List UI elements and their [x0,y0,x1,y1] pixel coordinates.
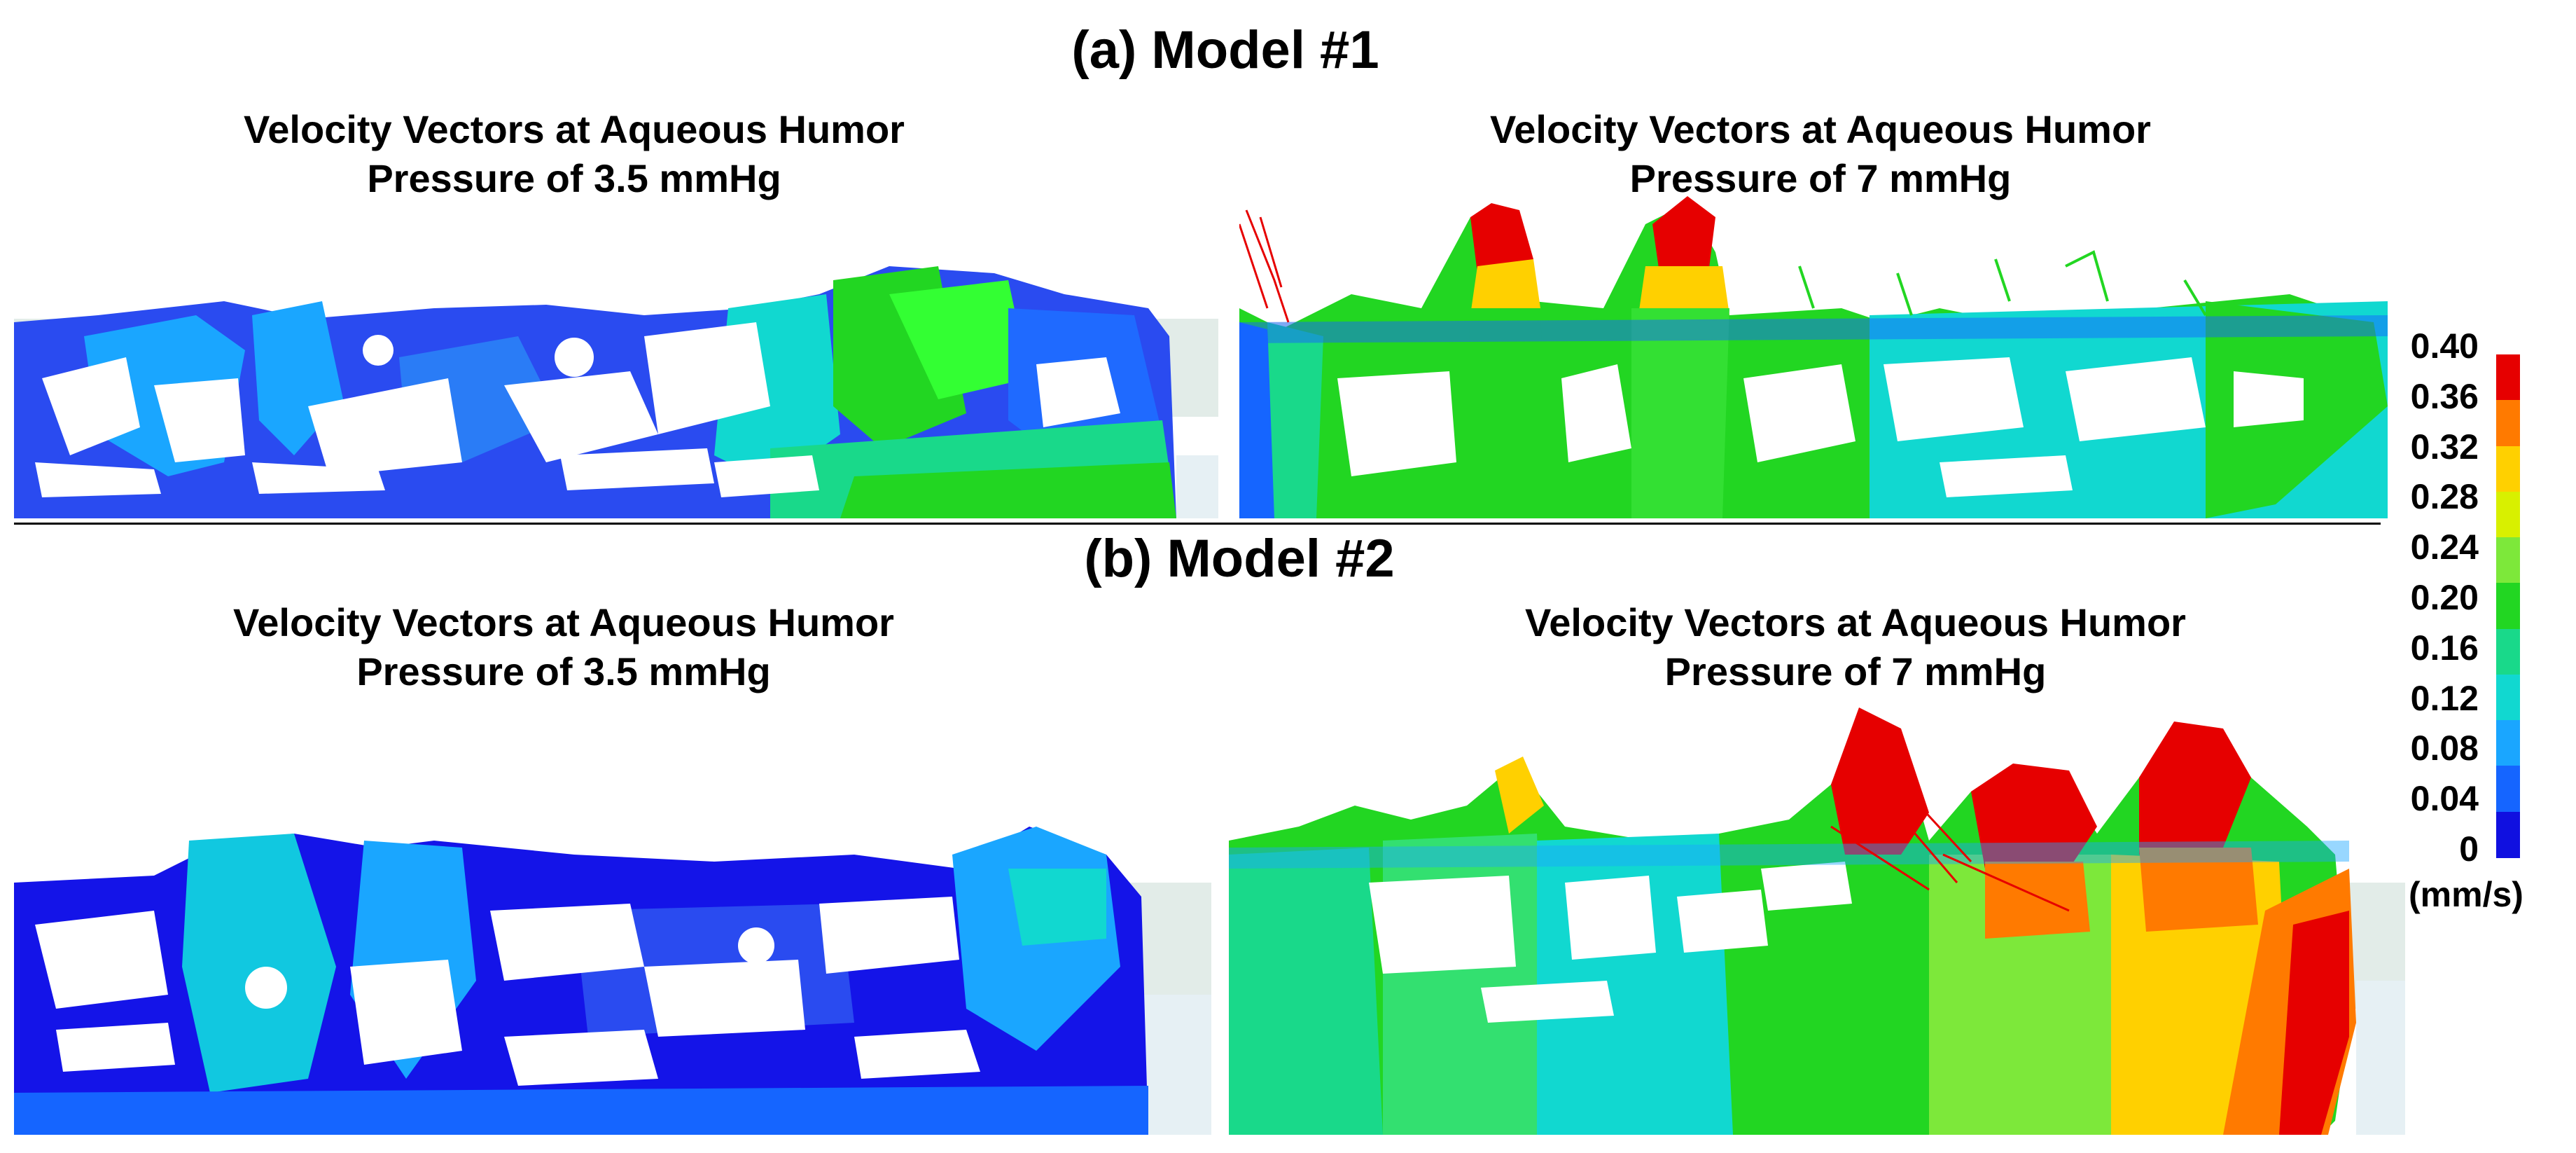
colorbar-segment [2496,720,2520,767]
section-divider [14,523,2381,525]
colorbar-tick-label: 0.12 [2410,678,2479,718]
colorbar-tick-label: 0.16 [2410,628,2479,668]
panel-title-model2-3-5: Velocity Vectors at Aqueous Humor Pressu… [233,598,894,696]
colorbar-segment [2496,400,2520,447]
colorbar-tick-label: 0.24 [2410,527,2479,567]
colorbar-tick-label: 0.04 [2410,779,2479,819]
colorbar-segment [2496,628,2520,675]
colorbar-tick-label: 0.40 [2410,326,2479,366]
panel-title-line1: Velocity Vectors at Aqueous Humor [244,107,905,151]
section-title-model-1: (a) Model #1 [1071,20,1379,80]
colorbar-tick-label: 0 [2459,829,2479,869]
panel-title-line2: Pressure of 7 mmHg [1629,156,2012,200]
panel-title-model1-7: Velocity Vectors at Aqueous Humor Pressu… [1490,105,2151,203]
velocity-colorbar [2496,354,2520,858]
velocity-plot-model1-7mmhg [1239,196,2388,518]
colorbar-tick-label: 0.32 [2410,427,2479,467]
colorbar-segment [2496,583,2520,630]
velocity-plot-model2-7mmhg [1229,700,2405,1135]
panel-title-line2: Pressure of 3.5 mmHg [367,156,781,200]
panel-title-model2-7: Velocity Vectors at Aqueous Humor Pressu… [1525,598,2186,696]
colorbar-tick-label: 0.28 [2410,477,2479,517]
panel-title-line1: Velocity Vectors at Aqueous Humor [1490,107,2151,151]
panel-title-model1-3-5: Velocity Vectors at Aqueous Humor Pressu… [244,105,905,203]
colorbar-segment [2496,766,2520,813]
colorbar-segment [2496,537,2520,584]
colorbar-segment [2496,354,2520,401]
colorbar-segment [2496,491,2520,539]
panel-title-line2: Pressure of 7 mmHg [1664,649,2047,693]
colorbar-tick-label: 0.36 [2410,376,2479,416]
section-title-model-2: (b) Model #2 [1084,529,1395,588]
colorbar-unit-label: (mm/s) [2409,875,2523,914]
colorbar-segment [2496,674,2520,722]
colorbar-segment [2496,811,2520,858]
panel-title-line1: Velocity Vectors at Aqueous Humor [233,600,894,644]
velocity-plot-model1-3-5mmhg [14,252,1218,518]
colorbar-tick-label: 0.08 [2410,729,2479,768]
velocity-plot-model2-3-5mmhg [14,827,1211,1135]
panel-title-line1: Velocity Vectors at Aqueous Humor [1525,600,2186,644]
colorbar-segment [2496,446,2520,492]
colorbar-tick-label: 0.20 [2410,578,2479,617]
panel-title-line2: Pressure of 3.5 mmHg [356,649,771,693]
